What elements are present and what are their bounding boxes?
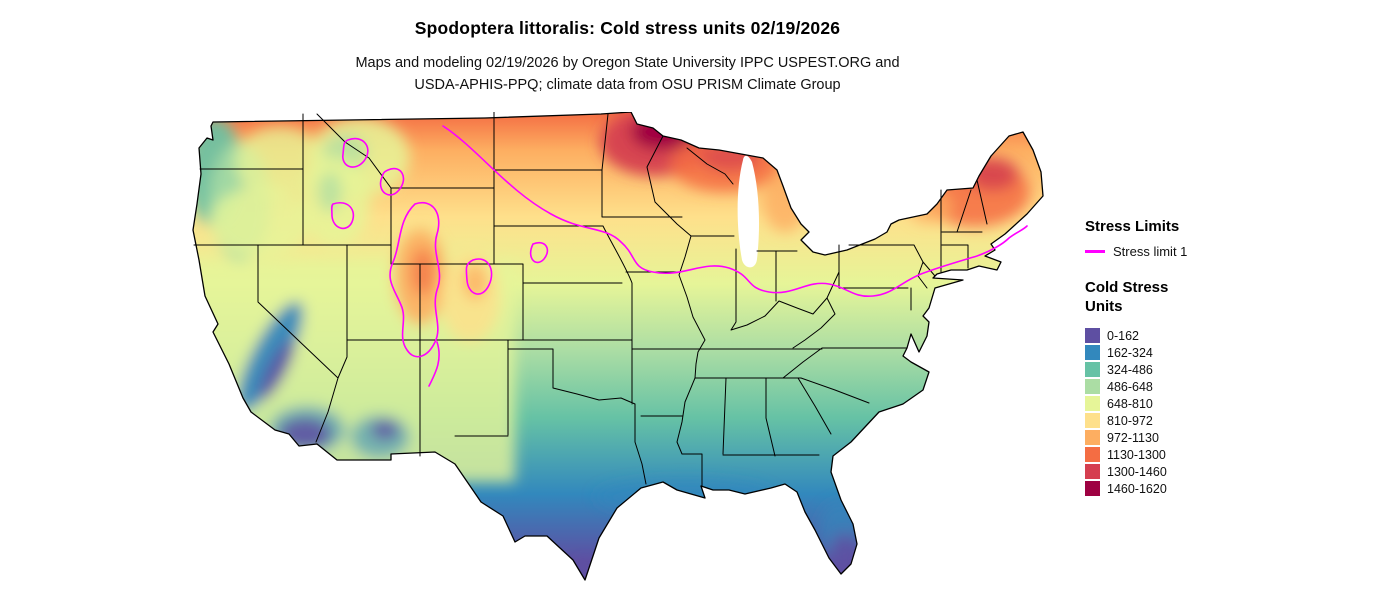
legend-class-row: 324-486	[1085, 361, 1220, 378]
blob-colorado-orange	[463, 264, 487, 300]
stress-limits-heading: Stress Limits	[1085, 218, 1180, 235]
lake-michigan	[737, 155, 760, 268]
legend-swatch	[1085, 362, 1100, 377]
stress-limit-nebraska-loop	[529, 241, 549, 264]
page-title: Spodoptera littoralis: Cold stress units…	[414, 18, 841, 38]
legend-class-row: 810-972	[1085, 412, 1220, 429]
stress-limit-colorado-loop	[465, 258, 493, 295]
legend-class-row: 972-1130	[1085, 429, 1220, 446]
legend-swatch	[1085, 430, 1100, 445]
blob-idaho-green	[318, 172, 342, 212]
header: Spodoptera littoralis: Cold stress units…	[0, 18, 1255, 96]
stress-limit-rockies-loop	[389, 201, 441, 358]
legend: Stress Limits Stress limit 1 Cold Stress…	[1085, 218, 1220, 497]
blob-gulf-coast-blue	[595, 479, 775, 515]
stress-limit-idaho-loop	[330, 202, 355, 230]
legend-class-label: 486-648	[1107, 379, 1153, 394]
stress-limit-main	[442, 125, 1028, 297]
blob-utah-hot-core	[411, 248, 435, 296]
legend-class-row: 1300-1460	[1085, 463, 1220, 480]
legend-class-label: 1460-1620	[1107, 481, 1167, 496]
blob-oregon-interior	[210, 187, 310, 257]
legend-swatch	[1085, 413, 1100, 428]
legend-swatch	[1085, 379, 1100, 394]
legend-class-label: 648-810	[1107, 396, 1153, 411]
map-area	[185, 111, 1065, 590]
legend-class-row: 648-810	[1085, 395, 1220, 412]
subtitle-line-2: USDA-APHIS-PPQ; climate data from OSU PR…	[414, 77, 841, 93]
legend-swatch	[1085, 345, 1100, 360]
blob-sierra-purple	[259, 339, 295, 401]
legend-class-label: 0-162	[1107, 328, 1139, 343]
legend-class-label: 1300-1460	[1107, 464, 1167, 479]
legend-swatch	[1085, 447, 1100, 462]
blob-maine-red	[968, 158, 1018, 190]
stress-limit-label: Stress limit 1	[1113, 243, 1188, 259]
legend-class-row: 162-324	[1085, 344, 1220, 361]
stress-limit-newmexico-tail	[428, 341, 440, 387]
legend-class-row: 1130-1300	[1085, 446, 1220, 463]
us-outline	[192, 111, 1044, 581]
legend-class-label: 162-324	[1107, 345, 1153, 360]
legend-swatch	[1085, 396, 1100, 411]
us-map	[192, 111, 1044, 581]
legend-class-row: 486-648	[1085, 378, 1220, 395]
stress-limit-montana-loop-2	[379, 167, 405, 196]
blob-arizona-purple	[371, 420, 399, 440]
legend-class-row: 1460-1620	[1085, 480, 1220, 497]
legend-class-label: 972-1130	[1107, 430, 1159, 445]
subtitle: Maps and modeling 02/19/2026 by Oregon S…	[0, 52, 1255, 96]
legend-class-row: 0-162	[1085, 327, 1220, 344]
stress-limit-contour	[330, 125, 1028, 387]
state-borders	[193, 111, 988, 487]
legend-class-label: 324-486	[1107, 362, 1153, 377]
legend-swatch	[1085, 481, 1100, 496]
blob-adirondacks-orange	[908, 191, 952, 223]
stress-limit-montana-loop-1	[342, 137, 369, 168]
legend-class-label: 810-972	[1107, 413, 1153, 428]
stress-limit-item: Stress limit 1	[1085, 243, 1220, 259]
legend-swatch	[1085, 464, 1100, 479]
legend-class-label: 1130-1300	[1107, 447, 1166, 462]
legend-swatch	[1085, 328, 1100, 343]
stress-limit-line-sample	[1085, 249, 1105, 253]
subtitle-line-1: Maps and modeling 02/19/2026 by Oregon S…	[355, 55, 900, 71]
cold-stress-heading: Cold Stress Units	[1085, 279, 1169, 315]
